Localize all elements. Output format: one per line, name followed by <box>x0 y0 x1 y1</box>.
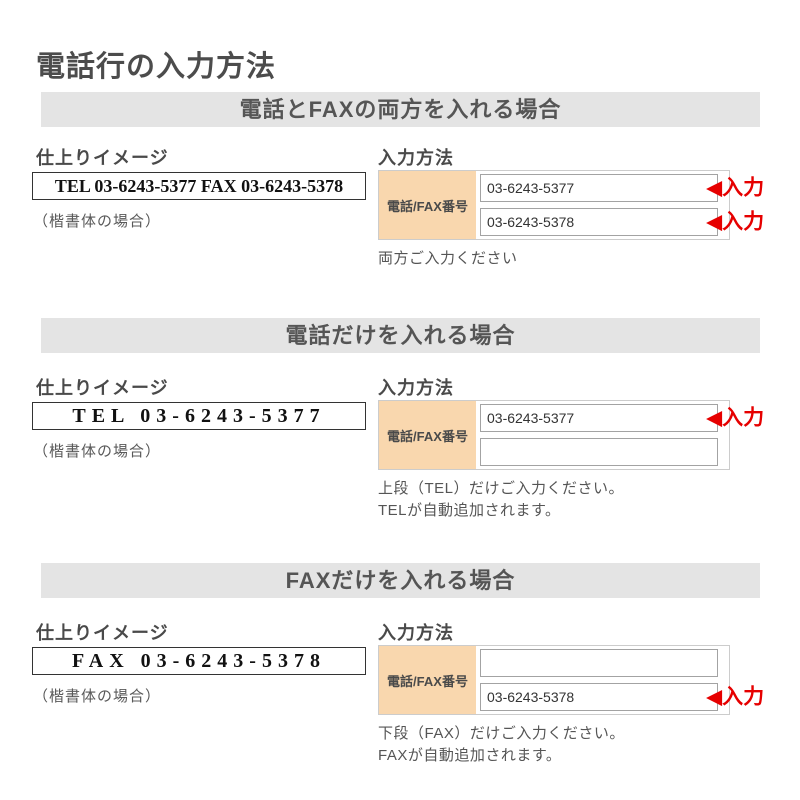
section-fax-only: 仕上りイメージ FAX 03-6243-5378 （楷書体の場合） 入力方法 電… <box>0 615 800 800</box>
note-line: 下段（FAX）だけご入力ください。 <box>378 725 625 742</box>
input-arrow-marker: ◀入力 <box>706 685 765 709</box>
input-column: ◀入力 <box>476 646 764 714</box>
sample-preview-box: FAX 03-6243-5378 <box>32 647 366 675</box>
note-line: TELが自動追加されます。 <box>378 502 561 519</box>
tel-input[interactable] <box>480 174 718 202</box>
row-label: 電話/FAX番号 <box>379 171 476 239</box>
section-both: 仕上りイメージ TEL 03-6243-5377 FAX 03-6243-537… <box>0 140 800 325</box>
section-header-fax-only: FAXだけを入れる場合 <box>41 563 760 598</box>
input-column: ◀入力 <box>476 401 764 469</box>
input-row: ◀入力 <box>480 404 764 432</box>
section-notes: 上段（TEL）だけご入力ください。 TELが自動追加されます。 <box>378 478 624 522</box>
kaisho-note: （楷書体の場合） <box>33 213 162 230</box>
input-row <box>480 438 718 466</box>
note-line: 上段（TEL）だけご入力ください。 <box>378 480 625 497</box>
input-row: ◀入力 <box>480 174 764 202</box>
input-table: 電話/FAX番号 ◀入力 <box>378 400 764 470</box>
input-method-heading: 入力方法 <box>378 378 454 398</box>
fax-input[interactable] <box>480 438 718 466</box>
sample-preview-box: TEL 03-6243-5377 <box>32 402 366 430</box>
kaisho-note: （楷書体の場合） <box>33 688 162 705</box>
input-table: 電話/FAX番号 ◀入力 <box>378 645 764 715</box>
finish-image-heading: 仕上りイメージ <box>36 378 169 398</box>
row-label: 電話/FAX番号 <box>379 401 476 469</box>
tel-input[interactable] <box>480 404 718 432</box>
sample-preview-box: TEL 03-6243-5377 FAX 03-6243-5378 <box>32 172 366 200</box>
fax-input[interactable] <box>480 208 718 236</box>
section-notes: 下段（FAX）だけご入力ください。 FAXが自動追加されます。 <box>378 723 625 767</box>
input-arrow-marker: ◀入力 <box>706 210 765 234</box>
section-header-both: 電話とFAXの両方を入れる場合 <box>41 92 760 127</box>
kaisho-note: （楷書体の場合） <box>33 443 162 460</box>
input-row: ◀入力 <box>480 208 764 236</box>
fax-input[interactable] <box>480 683 718 711</box>
page-title: 電話行の入力方法 <box>36 51 277 84</box>
section-notes: 両方ご入力ください <box>378 248 518 270</box>
input-row <box>480 649 718 677</box>
note-line: 両方ご入力ください <box>378 250 518 267</box>
input-table: 電話/FAX番号 ◀入力 ◀入力 <box>378 170 764 240</box>
input-row: ◀入力 <box>480 683 764 711</box>
input-arrow-marker: ◀入力 <box>706 406 765 430</box>
input-method-heading: 入力方法 <box>378 623 454 643</box>
finish-image-heading: 仕上りイメージ <box>36 623 169 643</box>
finish-image-heading: 仕上りイメージ <box>36 148 169 168</box>
note-line: FAXが自動追加されます。 <box>378 747 562 764</box>
row-label: 電話/FAX番号 <box>379 646 476 714</box>
section-header-tel-only: 電話だけを入れる場合 <box>41 318 760 353</box>
input-method-heading: 入力方法 <box>378 148 454 168</box>
tel-input[interactable] <box>480 649 718 677</box>
input-arrow-marker: ◀入力 <box>706 176 765 200</box>
section-tel-only: 仕上りイメージ TEL 03-6243-5377 （楷書体の場合） 入力方法 電… <box>0 370 800 555</box>
input-column: ◀入力 ◀入力 <box>476 171 764 239</box>
